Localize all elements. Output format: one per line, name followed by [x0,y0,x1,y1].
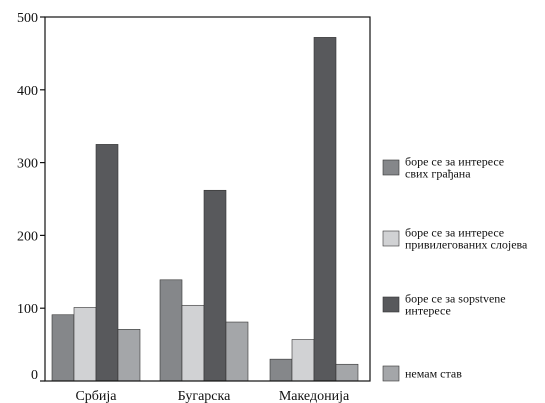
legend-label: немам став [405,367,462,381]
bar-3-series-1 [269,358,293,382]
bar-1-series-3 [95,144,119,382]
plot-frame [44,16,371,382]
x-tick-label: Македонија [279,389,350,403]
bar-2-series-2 [181,304,205,382]
legend-label: боре се за интересе [405,226,504,240]
y-tick-label: 100 [17,302,38,317]
legend-label: боре се за sopstvene [405,292,506,306]
legend-swatch-2 [382,230,400,247]
legend-label: боре се за интересе [405,155,504,169]
bar-3-series-2 [291,339,315,382]
y-tick-label: 300 [17,157,38,172]
bars [51,37,359,382]
bar-2-series-4 [225,321,249,382]
legend-swatch-3 [382,296,400,313]
bar-1-series-2 [73,307,97,382]
legend-label: интересе [405,304,451,318]
legend-swatch-1 [382,159,400,176]
bar-3-series-3 [313,37,337,382]
bar-2-series-3 [203,189,227,382]
y-tick-label: 0 [31,368,38,383]
legend-swatch-4 [382,365,400,382]
bar-2-series-1 [159,279,183,382]
y-tick-label: 400 [17,84,38,99]
bar-1-series-1 [51,314,75,382]
legend-label: привилегованих слојева [405,238,528,252]
y-tick-label: 500 [17,11,38,26]
x-tick-label: Бугарска [178,389,231,403]
x-tick-label: Србија [75,389,117,403]
y-tick-label: 200 [17,229,38,244]
axes: Србија Бугарска Македонија 0 100 200 300 400 500 [17,11,371,403]
bar-3-series-4 [335,363,359,382]
legend-label: свих грађана [405,167,471,181]
bar-1-series-4 [117,329,141,382]
